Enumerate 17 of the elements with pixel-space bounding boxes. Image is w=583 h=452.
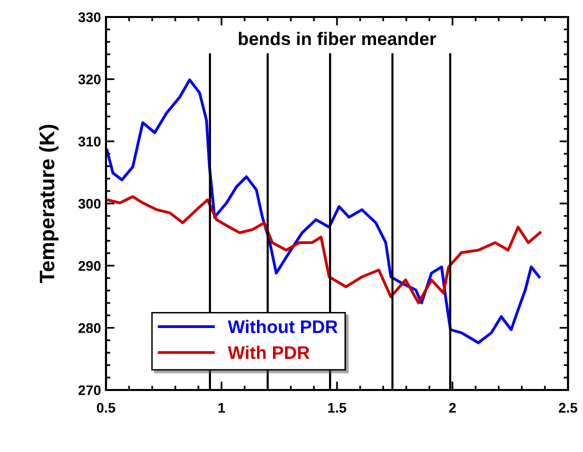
x-tick-label: 1.5 (328, 403, 346, 413)
annotation: bends in fiber meander (238, 32, 436, 46)
y-axis-title: Temperature (K) (39, 124, 59, 283)
y-tick-label: 300 (78, 198, 101, 209)
x-tick-label: 0.5 (96, 402, 116, 413)
line-series (106, 195, 542, 304)
y-tick-label: 310 (78, 136, 101, 147)
legend-label: With PDR (228, 346, 310, 359)
y-tick-label: 280 (78, 323, 101, 334)
y-tick-label: 320 (78, 74, 101, 84)
x-tick-label: 2.5 (558, 402, 578, 413)
x-tick-label: 2 (449, 402, 456, 413)
y-tick-label: 330 (78, 12, 101, 22)
y-tick-label: 290 (78, 261, 101, 271)
x-tick-label: 1 (218, 403, 225, 413)
y-tick-label: 270 (78, 385, 101, 396)
legend-label: Without PDR (228, 320, 338, 334)
